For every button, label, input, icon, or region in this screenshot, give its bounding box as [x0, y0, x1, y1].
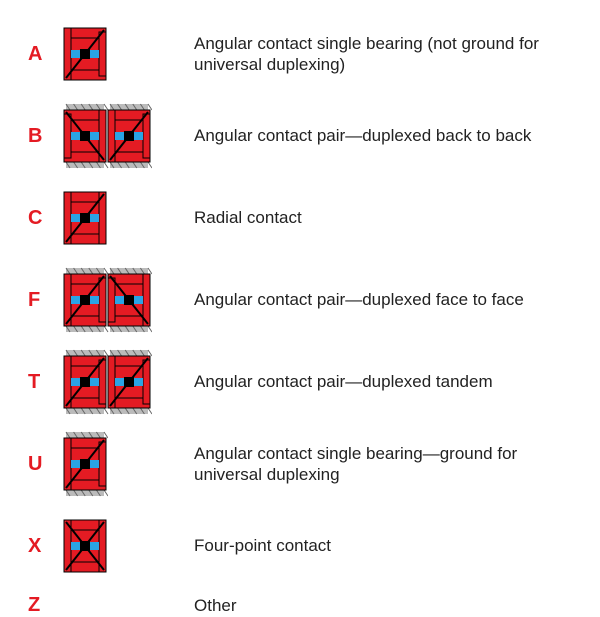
legend-description: Angular contact single bearing—ground fo… [182, 443, 572, 486]
legend-description: Radial contact [182, 207, 572, 228]
legend-description: Four-point contact [182, 535, 572, 556]
legend-letter: A [28, 43, 62, 66]
legend-description: Angular contact single bearing (not grou… [182, 33, 572, 76]
legend-letter: X [28, 535, 62, 558]
bearing-icon [62, 20, 108, 88]
legend-icon-cell [62, 512, 182, 580]
legend-description: Angular contact pair—duplexed tandem [182, 371, 572, 392]
bearing-icon [62, 184, 108, 252]
legend-letter: F [28, 289, 62, 312]
bearing-icon [62, 512, 108, 580]
legend-icon-cell [62, 430, 182, 498]
legend-letter: T [28, 371, 62, 394]
legend-row: T Angular contact pair—duplexed tandem [28, 348, 572, 416]
legend-icon-cell [62, 266, 182, 334]
legend-row: Z Other [28, 594, 572, 617]
legend-icon-cell [62, 348, 182, 416]
bearing-icon [62, 348, 152, 416]
legend-icon-cell [62, 102, 182, 170]
bearing-icon [62, 430, 108, 498]
legend-letter: Z [28, 594, 62, 617]
legend-letter: C [28, 207, 62, 230]
legend-row: U Angular contact single bearing—ground f… [28, 430, 572, 498]
legend-row: B Angular contact pair—duplexed back to b… [28, 102, 572, 170]
legend-description: Other [182, 595, 572, 616]
legend-letter: B [28, 125, 62, 148]
legend-row: X Four-point contact [28, 512, 572, 580]
legend-row: C Radial contact [28, 184, 572, 252]
legend-row: A Angular contact single bearing (not gro… [28, 20, 572, 88]
legend-icon-cell [62, 20, 182, 88]
legend-row: F Angular contact pair—duplexed face to f… [28, 266, 572, 334]
legend-icon-cell [62, 184, 182, 252]
bearing-icon [62, 102, 152, 170]
bearing-icon [62, 266, 152, 334]
legend-description: Angular contact pair—duplexed back to ba… [182, 125, 572, 146]
legend-letter: U [28, 453, 62, 476]
legend-description: Angular contact pair—duplexed face to fa… [182, 289, 572, 310]
